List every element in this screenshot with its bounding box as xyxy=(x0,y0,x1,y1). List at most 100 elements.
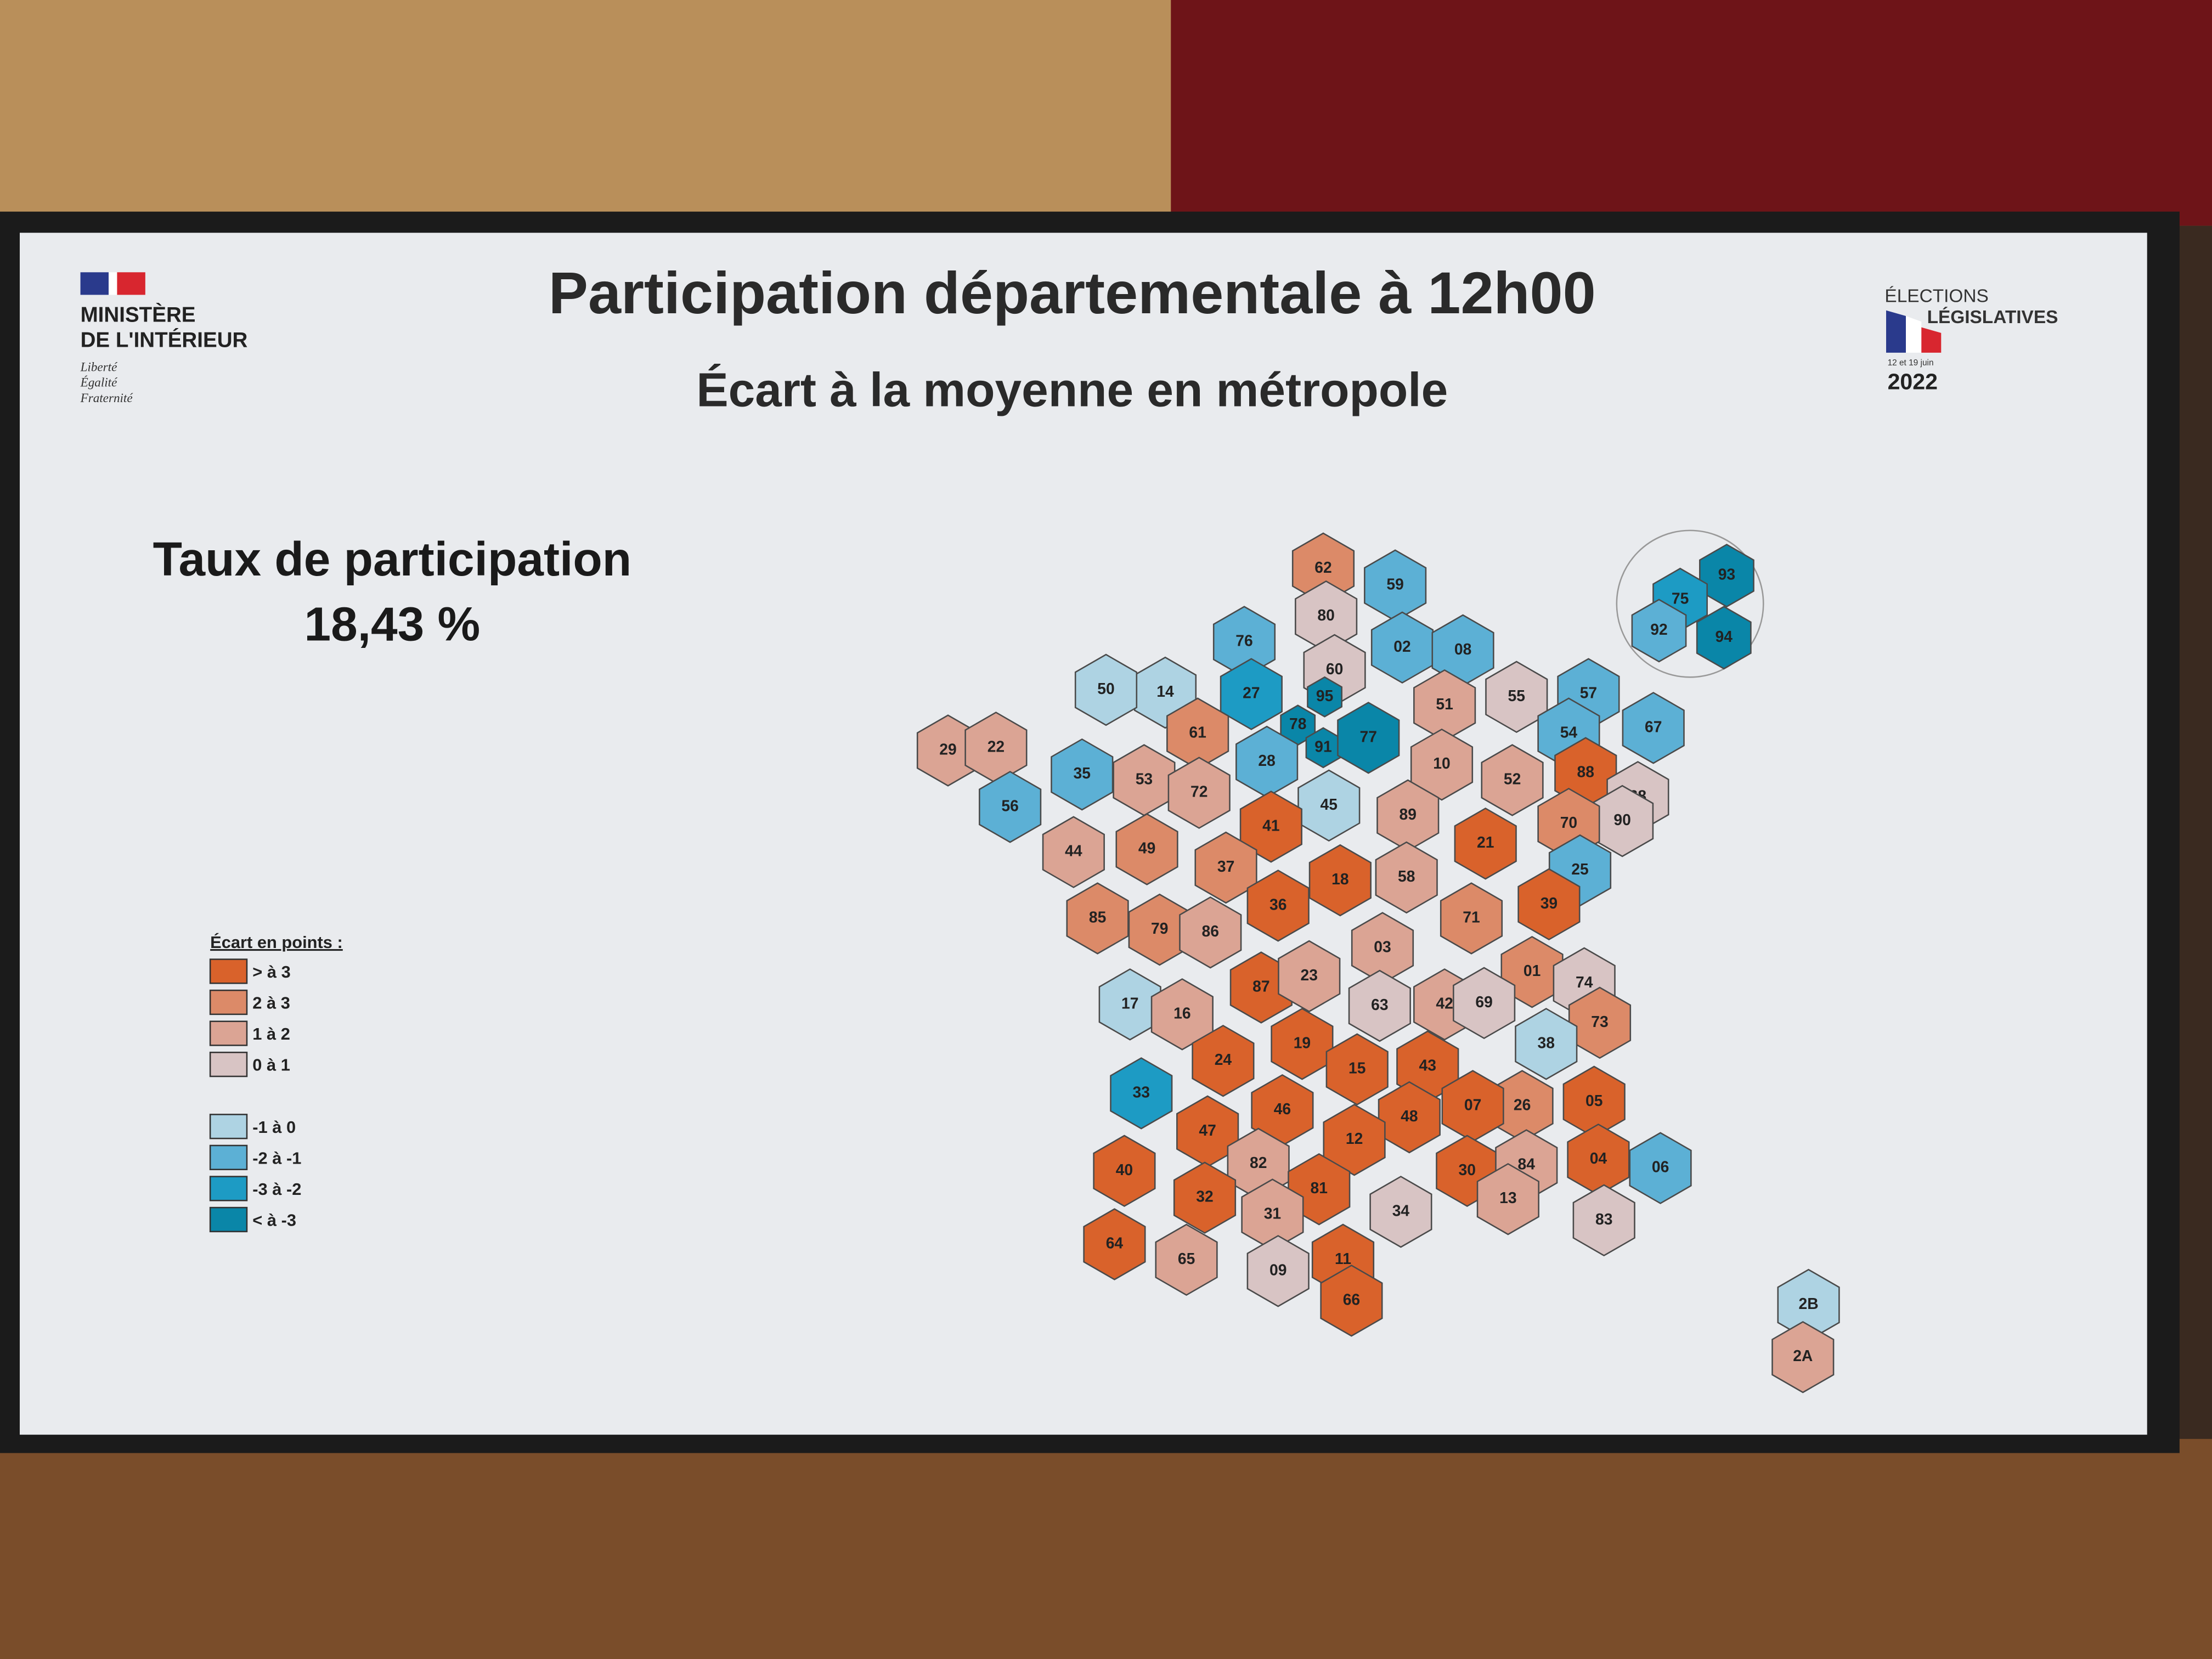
summary-label: Taux de participation xyxy=(153,532,632,586)
department-code: 58 xyxy=(1398,867,1415,885)
legend-label: -1 à 0 xyxy=(252,1118,296,1137)
motto: Fraternité xyxy=(80,391,134,405)
summary-value: 18,43 % xyxy=(304,597,480,651)
department xyxy=(1348,969,1411,1042)
subtitle: Écart à la moyenne en métropole xyxy=(696,363,1448,417)
department-code: 41 xyxy=(1262,816,1279,834)
department-code: 85 xyxy=(1089,908,1106,926)
department-code: 12 xyxy=(1346,1130,1363,1147)
department-code: 51 xyxy=(1436,695,1453,713)
department-code: 54 xyxy=(1560,724,1578,741)
department-code: 19 xyxy=(1294,1034,1311,1051)
department xyxy=(1375,841,1438,914)
legend-swatch xyxy=(209,1144,248,1171)
department-code: 77 xyxy=(1360,727,1377,745)
department-code: 88 xyxy=(1577,763,1594,781)
department-code: 83 xyxy=(1595,1210,1612,1228)
department xyxy=(1568,986,1632,1059)
paris-inset xyxy=(1616,529,1764,678)
department xyxy=(1074,653,1138,726)
department-code: 47 xyxy=(1199,1121,1216,1139)
department-code: 09 xyxy=(1269,1261,1286,1278)
department xyxy=(1220,658,1283,730)
department-code: 01 xyxy=(1523,962,1541,979)
department-code: 24 xyxy=(1215,1051,1232,1068)
department-code: 75 xyxy=(1672,589,1689,607)
department xyxy=(1323,1103,1386,1176)
legend-swatch xyxy=(209,958,248,984)
department-code: 2A xyxy=(1793,1347,1813,1364)
department xyxy=(1485,661,1548,733)
department-code: 08 xyxy=(1454,640,1471,658)
elections-logo: ÉLECTIONS LÉGISLATIVES 12 et 19 juin 202… xyxy=(1884,286,2058,394)
department-code: 28 xyxy=(1258,752,1275,769)
department xyxy=(1194,831,1257,904)
department-code: 94 xyxy=(1716,628,1733,645)
department-code: 69 xyxy=(1475,993,1492,1011)
department xyxy=(1631,599,1687,663)
department-code: 70 xyxy=(1560,814,1577,831)
map: 62 59 80 76 60 02 08 14 50 27 95 78 91 77 51 55 57 54 67 29… xyxy=(916,529,1840,1393)
department-code: 91 xyxy=(1314,737,1331,755)
department xyxy=(1179,896,1242,969)
department-code: 2B xyxy=(1799,1295,1819,1312)
department-code: 43 xyxy=(1419,1056,1436,1074)
department xyxy=(1337,702,1400,774)
department xyxy=(1173,1161,1237,1234)
department-code: 48 xyxy=(1401,1107,1418,1125)
legend-label: > à 3 xyxy=(252,962,290,981)
department-code: 71 xyxy=(1463,908,1480,926)
department-code: 63 xyxy=(1371,996,1388,1013)
ministry-line: DE L'INTÉRIEUR xyxy=(81,328,248,352)
department-code: 10 xyxy=(1433,754,1450,772)
department-code: 61 xyxy=(1189,724,1206,741)
department-code: 45 xyxy=(1321,795,1338,813)
department xyxy=(1378,1081,1441,1154)
flag-white xyxy=(109,272,117,295)
department xyxy=(1515,1008,1578,1080)
department-code: 15 xyxy=(1348,1059,1365,1077)
department-code: 52 xyxy=(1504,770,1521,787)
department xyxy=(1246,1235,1310,1307)
department-code: 03 xyxy=(1374,938,1391,955)
department xyxy=(1369,1176,1432,1248)
department-code: 30 xyxy=(1459,1161,1476,1178)
legend: > à 3 2 à 3 1 à 2 0 à 1 -1 à 0 -2 à -1 -3 à -2… xyxy=(209,958,301,1233)
department-code: 73 xyxy=(1591,1013,1608,1030)
department-code: 53 xyxy=(1136,770,1153,787)
department-code: 18 xyxy=(1331,870,1348,888)
elections-word: ÉLECTIONS xyxy=(1884,286,1988,306)
legend-swatch xyxy=(209,1206,248,1233)
department xyxy=(1500,935,1564,1008)
department xyxy=(1453,967,1516,1040)
legend-label: -2 à -1 xyxy=(252,1148,301,1167)
department xyxy=(1696,606,1752,670)
department xyxy=(1629,1132,1692,1204)
department-code: 60 xyxy=(1326,660,1343,678)
legend-label: < à -3 xyxy=(252,1211,296,1230)
department-code: 81 xyxy=(1311,1179,1328,1197)
department xyxy=(1155,1223,1218,1296)
department-code: 33 xyxy=(1133,1083,1150,1101)
department xyxy=(1476,1163,1539,1235)
department-code: 93 xyxy=(1718,566,1735,583)
department xyxy=(1246,870,1310,942)
department xyxy=(1307,676,1342,718)
department-code: 55 xyxy=(1508,687,1525,704)
title: Participation départementale à 12h00 xyxy=(549,259,1596,326)
department xyxy=(1481,744,1544,816)
department-code: 17 xyxy=(1121,994,1138,1012)
department-code: 50 xyxy=(1097,680,1114,697)
department xyxy=(1083,1208,1146,1280)
department-code: 26 xyxy=(1514,1096,1531,1113)
department xyxy=(1110,1057,1173,1130)
department-code: 34 xyxy=(1392,1201,1410,1219)
department-code: 90 xyxy=(1613,811,1630,828)
department-code: 25 xyxy=(1571,860,1588,878)
ministry-logo: MINISTÈRE DE L'INTÉRIEUR Liberté Égalité… xyxy=(80,272,248,405)
flag-red xyxy=(1921,327,1942,353)
department xyxy=(1098,968,1161,1041)
department-code: 84 xyxy=(1518,1155,1536,1172)
